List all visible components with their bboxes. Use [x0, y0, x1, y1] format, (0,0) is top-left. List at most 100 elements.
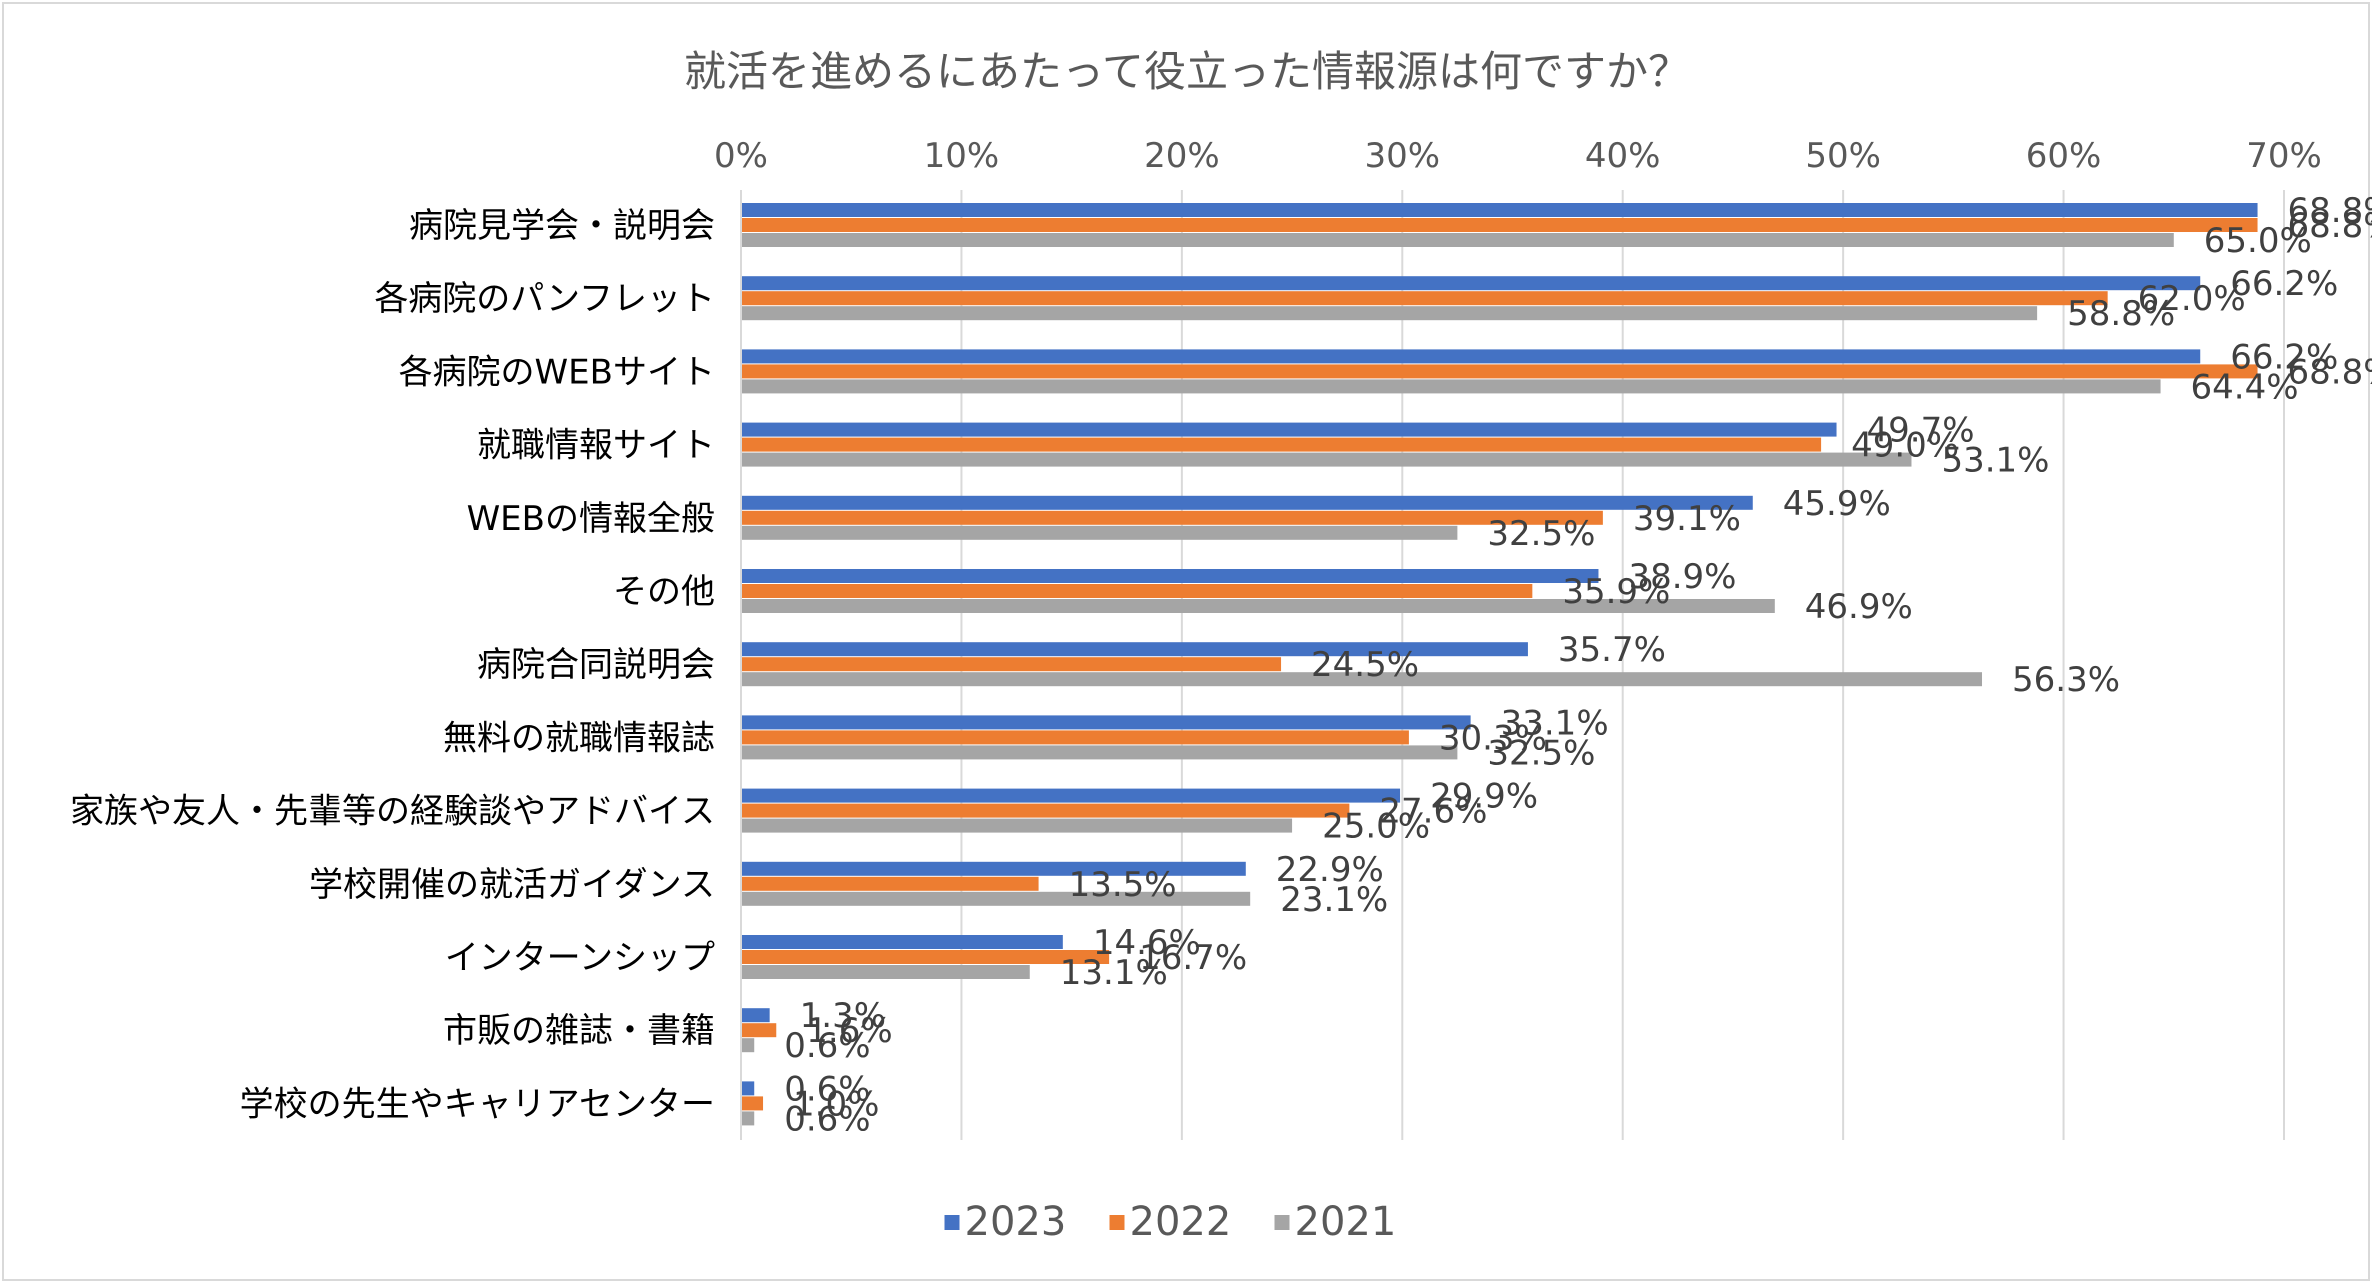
bar-2022 — [741, 803, 1350, 818]
bar-2023 — [741, 569, 1599, 583]
bar-2023 — [741, 935, 1063, 949]
data-label-2022: 1.6% — [806, 1011, 892, 1051]
category-label: その他 — [613, 572, 715, 612]
bar-2021 — [741, 745, 1458, 760]
data-label-2021: 65.0% — [2204, 221, 2312, 261]
data-label-2021: 58.8% — [2067, 294, 2175, 334]
data-label-2022: 16.7% — [1139, 938, 1247, 978]
data-label-2023: 35.7% — [1558, 630, 1666, 670]
bars — [741, 203, 2258, 1126]
bar-2021 — [741, 965, 1030, 979]
bar-2021 — [741, 891, 1251, 906]
data-label-2022: 13.5% — [1069, 865, 1177, 905]
data-label-2021: 0.6% — [784, 1026, 870, 1066]
category-label: 無料の就職情報誌 — [443, 718, 715, 758]
x-tick-label: 10% — [924, 136, 1000, 176]
bar-2023 — [741, 276, 2201, 291]
bar-2022 — [741, 1023, 777, 1038]
bar-2023 — [741, 861, 1246, 876]
data-label-2022: 68.8% — [2288, 206, 2372, 246]
x-tick-label: 30% — [1364, 136, 1440, 176]
x-axis-ticks: 0% 10% 20% 30% 40% 50% 60% 70% — [714, 136, 2322, 176]
bar-2021 — [741, 525, 1458, 540]
data-label-2023: 1.3% — [800, 996, 886, 1036]
legend-swatch-2021 — [1274, 1215, 1290, 1230]
legend-swatch-2023 — [944, 1215, 960, 1230]
bar-2022 — [741, 364, 2258, 379]
bar-2022 — [741, 291, 2108, 306]
data-label-2023: 66.2% — [2230, 264, 2338, 304]
bar-2023 — [741, 203, 2258, 217]
gridlines — [960, 190, 2285, 1140]
category-label: 就職情報サイト — [477, 426, 715, 466]
bar-2021 — [741, 818, 1293, 833]
category-label: 各病院のWEBサイト — [399, 352, 715, 392]
data-label-2021: 56.3% — [2012, 660, 2120, 700]
legend-label-2021: 2021 — [1295, 1199, 1397, 1245]
chart: 就活を進めるにあたって役立った情報源は何ですか？ 0% 10% 20% 30% 40% 5… — [70, 47, 2372, 1245]
x-tick-label: 20% — [1144, 136, 1220, 176]
bar-2021 — [741, 1038, 755, 1053]
bar-2021 — [741, 1111, 755, 1126]
data-label-2023: 66.2% — [2230, 337, 2338, 377]
data-label-2023: 45.9% — [1783, 484, 1891, 524]
data-label-2022: 30.3% — [1439, 718, 1547, 758]
data-label-2023: 49.7% — [1867, 411, 1975, 451]
data-label-2023: 29.9% — [1430, 777, 1538, 817]
data-label-2021: 13.1% — [1060, 953, 1168, 993]
bar-2021 — [741, 452, 1912, 467]
bar-2021 — [741, 379, 2161, 394]
bar-2023 — [741, 422, 1837, 437]
data-label-2023: 22.9% — [1276, 850, 1384, 890]
x-tick-label: 50% — [1805, 136, 1881, 176]
bar-2023 — [741, 495, 1753, 510]
data-label-2021: 25.0% — [1322, 807, 1430, 847]
data-label-2021: 0.6% — [784, 1099, 870, 1139]
data-label-2022: 49.0% — [1851, 426, 1959, 466]
data-label-2021: 46.9% — [1805, 587, 1913, 627]
x-tick-label: 60% — [2026, 136, 2102, 176]
data-label-2021: 53.1% — [1941, 441, 2049, 481]
data-label-2022: 62.0% — [2138, 279, 2246, 319]
bar-2022 — [741, 437, 1822, 452]
data-label-2023: 33.1% — [1501, 703, 1609, 743]
bar-2022 — [741, 218, 2258, 232]
data-label-2023: 0.6% — [784, 1069, 870, 1109]
bar-2023 — [741, 1081, 755, 1096]
data-labels: 68.8%68.8%65.0%66.2%62.0%58.8%66.2%68.8%… — [784, 191, 2372, 1139]
data-label-2021: 23.1% — [1280, 880, 1388, 920]
bar-2022 — [741, 1096, 764, 1111]
bar-2022 — [741, 876, 1039, 891]
category-label: 家族や友人・先輩等の経験談やアドバイス — [70, 792, 715, 832]
category-label: インターンシップ — [445, 938, 715, 978]
category-label: WEBの情報全般 — [467, 499, 715, 539]
chart-title: 就活を進めるにあたって役立った情報源は何ですか？ — [684, 47, 1690, 96]
data-label-2022: 1.0% — [793, 1084, 879, 1124]
bar-2023 — [741, 349, 2201, 364]
x-tick-label: 70% — [2246, 136, 2322, 176]
bar-2021 — [741, 672, 1983, 687]
category-label: 学校開催の就活ガイダンス — [309, 865, 715, 905]
bar-2023 — [741, 715, 1471, 730]
bar-2022 — [741, 584, 1533, 598]
data-label-2022: 27.6% — [1379, 792, 1487, 832]
bar-2023 — [741, 1008, 770, 1023]
bar-2021 — [741, 599, 1775, 613]
data-label-2023: 14.6% — [1093, 923, 1201, 963]
bar-2023 — [741, 642, 1528, 657]
category-label: 各病院のパンフレット — [374, 279, 715, 319]
bar-2022 — [741, 950, 1110, 964]
category-label: 学校の先生やキャリアセンター — [240, 1084, 715, 1124]
bar-2022 — [741, 730, 1409, 745]
data-label-2023: 68.8% — [2288, 191, 2372, 231]
data-label-2022: 39.1% — [1633, 499, 1741, 539]
data-label-2021: 32.5% — [1487, 733, 1595, 773]
category-label: 病院見学会・説明会 — [409, 206, 715, 246]
bar-2022 — [741, 510, 1603, 525]
legend: 2023 2022 2021 — [944, 1199, 1397, 1245]
x-tick-label: 40% — [1585, 136, 1661, 176]
x-tick-label: 0% — [714, 136, 768, 176]
data-label-2023: 38.9% — [1628, 557, 1736, 597]
